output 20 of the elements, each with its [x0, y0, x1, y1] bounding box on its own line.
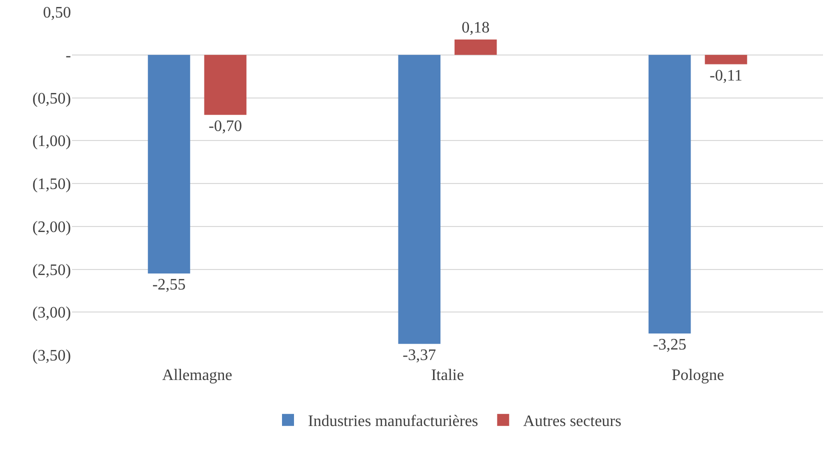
y-tick-label: (3,00)	[32, 304, 71, 322]
data-label: -2,55	[152, 276, 186, 294]
legend-label: Autres secteurs	[523, 413, 622, 430]
legend-label: Industries manufacturières	[308, 413, 478, 430]
data-label: -3,25	[653, 336, 686, 354]
y-tick-label: (1,00)	[32, 133, 71, 150]
y-tick-label: (0,50)	[32, 90, 71, 108]
x-tick-label: Pologne	[672, 367, 724, 384]
y-tick-label: (2,50)	[32, 262, 71, 279]
x-tick-label: Allemagne	[162, 367, 232, 384]
data-label: -0,70	[208, 118, 242, 135]
y-tick-label: 0,50	[43, 4, 71, 22]
y-tick-label: (3,50)	[32, 348, 71, 365]
data-label: -3,37	[402, 346, 436, 364]
data-label: 0,18	[462, 19, 490, 36]
data-label: -0,11	[710, 67, 742, 84]
y-tick-label: -	[66, 47, 71, 64]
y-tick-label: (2,00)	[32, 218, 71, 236]
x-tick-label: Italie	[431, 367, 464, 384]
y-tick-label: (1,50)	[32, 176, 71, 194]
